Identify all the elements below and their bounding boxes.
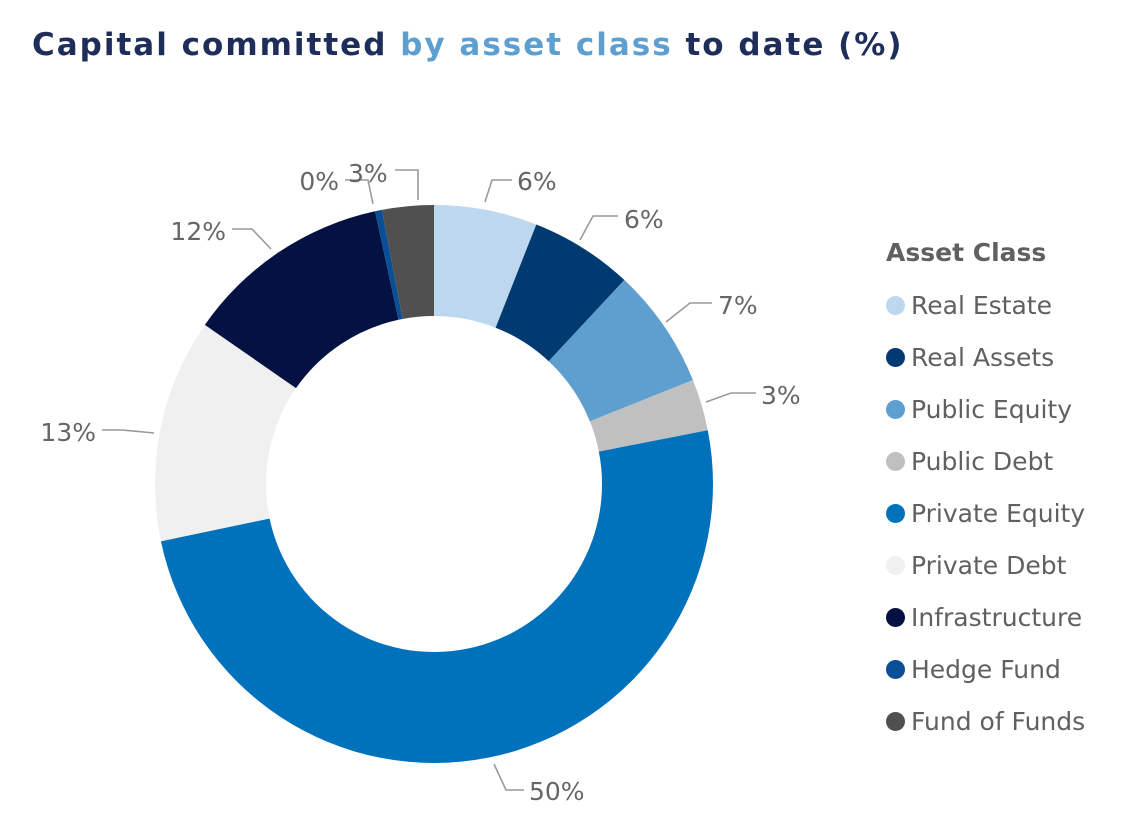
legend-item-private-equity: Private Equity [886,487,1085,539]
legend-item-public-equity: Public Equity [886,383,1085,435]
leader-line [484,179,512,203]
leader-line [102,429,155,434]
data-label-private-equity: 50% [529,777,585,806]
legend: Asset Class Real Estate Real Assets Public… [886,238,1085,747]
donut-slice-real-assets [495,224,625,362]
legend-item-infrastructure: Infrastructure [886,591,1085,643]
donut-slice-real-estate [434,205,537,328]
legend-label: Hedge Fund [911,654,1061,684]
legend-swatch [886,555,905,575]
leader-line [579,215,618,241]
leader-line [395,169,419,200]
data-label-real-assets: 6% [624,205,664,234]
donut-slice-public-debt [589,380,708,452]
legend-label: Private Equity [911,498,1086,528]
legend-swatch [886,451,905,471]
title-part-1: Capital committed [32,27,401,63]
legend-item-real-estate: Real Estate [886,279,1085,331]
legend-swatch [886,659,905,679]
leader-line [345,179,374,205]
legend-item-hedge-fund: Hedge Fund [886,643,1085,695]
legend-item-fund-of-funds: Fund of Funds [886,695,1085,747]
donut-slice-private-debt [155,324,297,542]
title-part-3: to date (%) [672,27,904,63]
legend-swatch [886,607,905,627]
donut-slice-private-equity [160,430,713,763]
legend-swatch [886,399,905,419]
data-label-public-debt: 3% [761,381,801,410]
data-label-hedge-fund: 0% [299,167,339,196]
legend-label: Real Assets [911,342,1055,372]
data-label-infrastructure: 12% [170,217,226,246]
legend-label: Infrastructure [911,602,1083,632]
donut-slice-infrastructure [204,211,399,389]
legend-item-real-assets: Real Assets [886,331,1085,383]
leader-line [493,763,524,791]
legend-label: Real Estate [911,290,1052,320]
legend-swatch [886,503,905,523]
donut-slice-hedge-fund [375,209,403,320]
legend-label: Public Equity [911,394,1072,424]
data-label-real-estate: 6% [517,167,557,196]
legend-item-private-debt: Private Debt [886,539,1085,591]
title-part-2: by asset class [400,27,673,63]
data-label-public-equity: 7% [718,291,758,320]
data-label-fund-of-funds: 3% [348,159,388,188]
legend-label: Public Debt [911,446,1054,476]
leader-line [665,302,712,323]
legend-title: Asset Class [886,238,1047,267]
legend-item-public-debt: Public Debt [886,435,1085,487]
legend-swatch [886,295,905,315]
legend-swatch [886,711,905,731]
legend-label: Private Debt [911,550,1067,580]
data-label-private-debt: 13% [40,418,96,447]
leader-line [705,392,756,403]
leader-line [232,228,272,250]
legend-label: Fund of Funds [911,706,1086,736]
donut-slice-public-equity [548,280,693,422]
legend-swatch [886,347,905,367]
chart-title: Capital committed by asset class to date… [32,27,904,63]
donut-slice-fund-of-funds [381,205,434,319]
